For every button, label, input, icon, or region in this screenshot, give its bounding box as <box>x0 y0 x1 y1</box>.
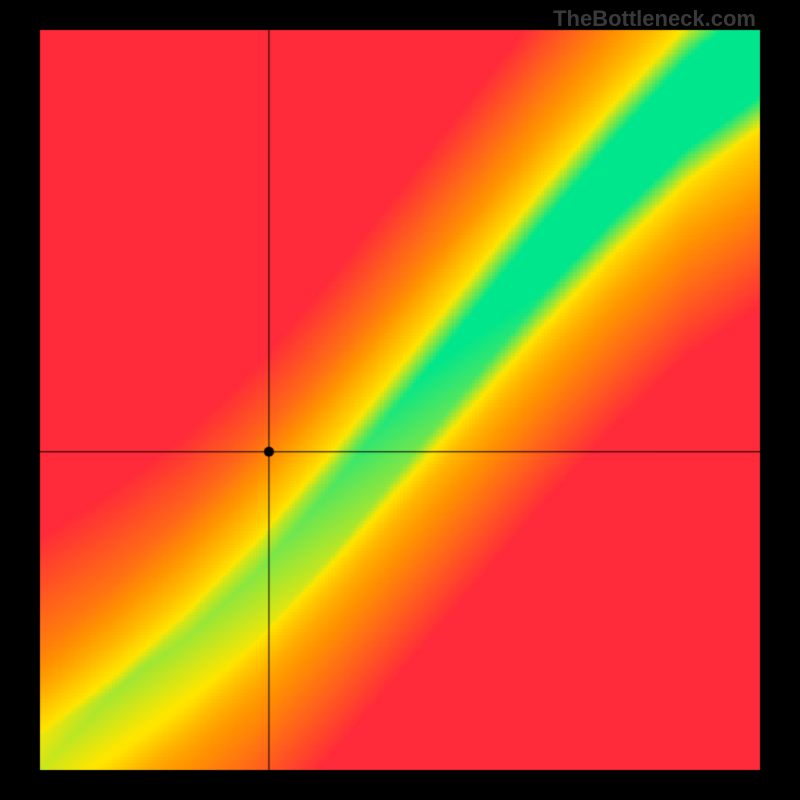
bottleneck-heatmap-canvas <box>0 0 800 800</box>
watermark-text: TheBottleneck.com <box>553 6 756 32</box>
chart-container: TheBottleneck.com <box>0 0 800 800</box>
